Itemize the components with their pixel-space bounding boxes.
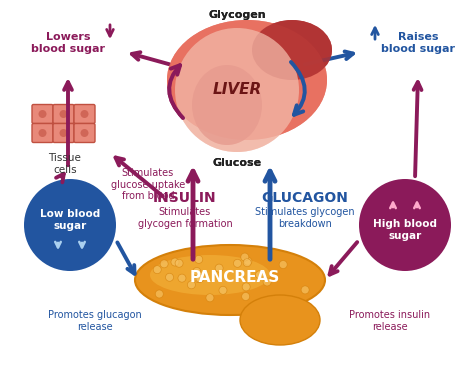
Text: PANCREAS: PANCREAS [190,270,280,285]
Text: Raises
blood sugar: Raises blood sugar [381,32,455,54]
Text: GLUCAGON: GLUCAGON [262,191,348,205]
Ellipse shape [167,20,327,140]
FancyBboxPatch shape [53,104,74,124]
Ellipse shape [192,65,262,145]
Circle shape [81,129,89,137]
Text: High blood
sugar: High blood sugar [373,219,437,241]
Ellipse shape [252,20,332,80]
Text: Promotes insulin
release: Promotes insulin release [349,310,430,332]
Circle shape [242,293,250,301]
Circle shape [242,283,250,291]
Circle shape [359,179,451,271]
Circle shape [178,274,186,282]
Circle shape [243,259,251,266]
Ellipse shape [240,295,320,345]
Circle shape [175,28,299,152]
Circle shape [38,110,46,118]
Text: Glucose: Glucose [212,158,262,168]
Circle shape [193,268,201,276]
Circle shape [175,28,299,152]
Circle shape [24,179,116,271]
Circle shape [215,264,223,272]
Circle shape [38,129,46,137]
Text: Lowers
blood sugar: Lowers blood sugar [31,32,105,54]
Circle shape [219,286,227,294]
Circle shape [244,257,252,265]
Text: Stimulates
glucose uptake
from blood: Stimulates glucose uptake from blood [111,168,185,201]
Circle shape [195,256,203,263]
Text: Promotes glucagon
release: Promotes glucagon release [48,310,142,332]
Circle shape [60,129,67,137]
Circle shape [60,110,67,118]
Circle shape [255,271,264,279]
Ellipse shape [167,20,327,140]
Circle shape [195,274,203,283]
Text: Glycogen: Glycogen [208,10,266,20]
Circle shape [263,278,271,286]
Circle shape [187,281,195,289]
Circle shape [171,258,179,266]
Text: LIVER: LIVER [212,82,262,98]
Circle shape [175,259,183,267]
Text: LIVER: LIVER [212,82,262,98]
FancyBboxPatch shape [74,124,95,143]
FancyBboxPatch shape [32,104,53,124]
Ellipse shape [135,245,325,315]
Circle shape [160,260,168,268]
Circle shape [155,290,164,298]
Text: Low blood
sugar: Low blood sugar [40,209,100,231]
FancyBboxPatch shape [53,124,74,143]
Circle shape [206,294,214,302]
Circle shape [301,286,309,294]
Text: Stimulates
glycogen formation: Stimulates glycogen formation [137,207,232,229]
Circle shape [279,260,287,268]
Text: Stimulates glycogen
breakdown: Stimulates glycogen breakdown [255,207,355,229]
Circle shape [196,274,204,282]
Ellipse shape [192,65,262,145]
Circle shape [234,259,241,267]
Text: Tissue
cells: Tissue cells [48,153,82,175]
Circle shape [81,110,89,118]
Text: INSULIN: INSULIN [153,191,217,205]
FancyBboxPatch shape [32,124,53,143]
Ellipse shape [252,20,332,80]
Circle shape [241,253,249,261]
Circle shape [165,273,173,281]
Text: Glucose: Glucose [212,158,262,168]
Circle shape [153,266,161,274]
FancyBboxPatch shape [74,104,95,124]
Text: Glycogen: Glycogen [208,10,266,20]
Ellipse shape [150,255,270,295]
